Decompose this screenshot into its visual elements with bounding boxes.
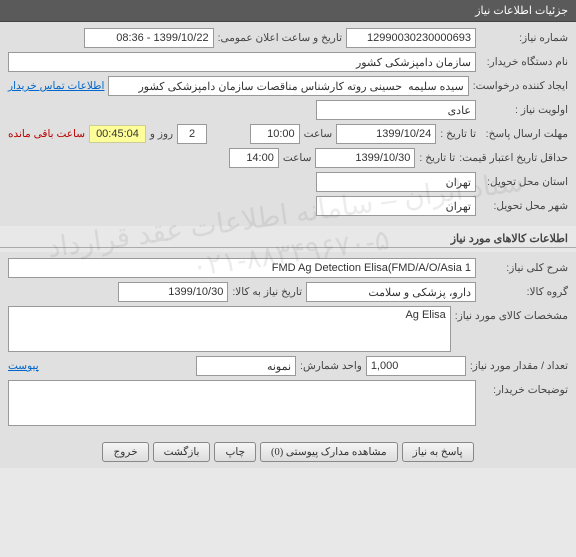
spec-label: مشخصات کالای مورد نیاز:	[455, 306, 568, 322]
attachments-button[interactable]: مشاهده مدارک پیوستی (0)	[260, 442, 398, 462]
deadline-label: مهلت ارسال پاسخ:	[480, 128, 568, 140]
announce-input[interactable]	[84, 28, 214, 48]
creator-label: ایجاد کننده درخواست:	[473, 80, 568, 92]
priority-label: اولویت نیاز :	[480, 104, 568, 116]
goods-info-body: شرح کلی نیاز: گروه کالا: تاریخ نیاز به ک…	[0, 252, 576, 436]
button-bar: پاسخ به نیاز مشاهده مدارک پیوستی (0) چاپ…	[0, 436, 576, 468]
credit-label: حداقل تاریخ اعتبار قیمت:	[459, 152, 568, 164]
time-label-1: ساعت	[304, 128, 333, 140]
spec-textarea[interactable]	[8, 306, 451, 352]
delivery-city-label: شهر محل تحویل:	[480, 200, 568, 212]
days-label: روز و	[150, 128, 173, 140]
need-details-body: شماره نیاز: تاریخ و ساعت اعلان عمومی: نا…	[0, 22, 576, 226]
attachment-link[interactable]: پیوست	[8, 360, 39, 372]
group-label: گروه کالا:	[480, 286, 568, 298]
delivery-prov-input[interactable]	[316, 172, 476, 192]
priority-input[interactable]	[316, 100, 476, 120]
back-button[interactable]: بازگشت	[153, 442, 211, 462]
need-date-input[interactable]	[118, 282, 228, 302]
form-container: ستاد ایران – سامانه اطلاعات عقد قرارداد …	[0, 0, 576, 468]
deadline-date-input[interactable]	[336, 124, 436, 144]
days-input[interactable]	[177, 124, 207, 144]
remain-label: ساعت باقی مانده	[8, 128, 85, 140]
qty-label: تعداد / مقدار مورد نیاز:	[470, 360, 568, 372]
credit-date-input[interactable]	[315, 148, 415, 168]
desc-label: شرح کلی نیاز:	[480, 262, 568, 274]
announce-label: تاریخ و ساعت اعلان عمومی:	[218, 32, 342, 44]
unit-label: واحد شمارش:	[300, 360, 362, 372]
unit-input[interactable]	[196, 356, 296, 376]
deadline-time-input[interactable]	[250, 124, 300, 144]
buyer-contact-link[interactable]: اطلاعات تماس خریدار	[8, 80, 104, 92]
need-no-label: شماره نیاز:	[480, 32, 568, 44]
delivery-prov-label: استان محل تحویل:	[480, 176, 568, 188]
desc-input[interactable]	[8, 258, 476, 278]
to-date-label: تا تاریخ :	[440, 128, 476, 140]
buyer-org-label: نام دستگاه خریدار:	[480, 56, 568, 68]
need-details-header: جزئیات اطلاعات نیاز	[0, 0, 576, 22]
respond-button[interactable]: پاسخ به نیاز	[402, 442, 474, 462]
need-no-input[interactable]	[346, 28, 476, 48]
creator-input[interactable]	[108, 76, 468, 96]
buyer-notes-label: توضیحات خریدار:	[480, 380, 568, 396]
countdown-timer: 00:45:04	[89, 125, 146, 143]
goods-info-title: اطلاعات کالاهای مورد نیاز	[0, 226, 576, 248]
buyer-org-input[interactable]	[8, 52, 476, 72]
print-button[interactable]: چاپ	[214, 442, 256, 462]
delivery-city-input[interactable]	[316, 196, 476, 216]
group-input[interactable]	[306, 282, 476, 302]
qty-input[interactable]	[366, 356, 466, 376]
credit-time-input[interactable]	[229, 148, 279, 168]
time-label-2: ساعت	[283, 152, 312, 164]
exit-button[interactable]: خروج	[102, 442, 148, 462]
need-date-label: تاریخ نیاز به کالا:	[232, 286, 302, 298]
buyer-notes-textarea[interactable]	[8, 380, 476, 426]
to-date-label-2: تا تاریخ :	[419, 152, 455, 164]
